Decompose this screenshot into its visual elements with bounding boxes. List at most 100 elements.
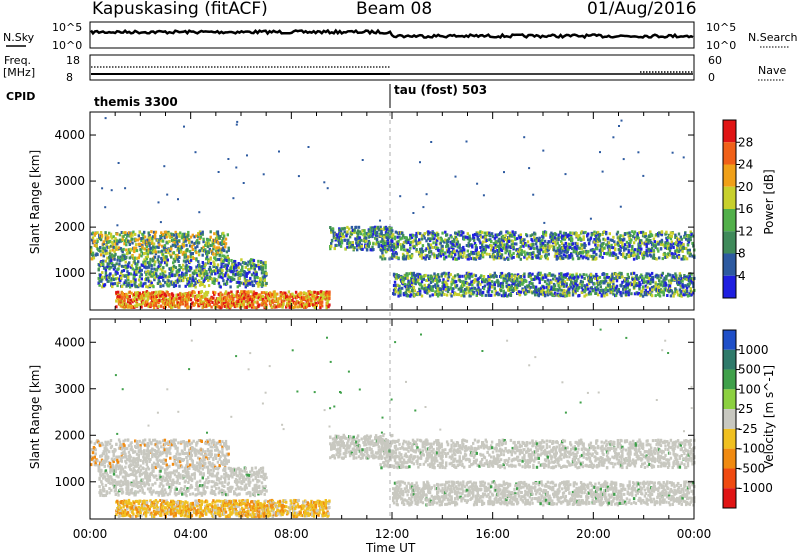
heatmap-cell	[504, 234, 506, 237]
heatmap-cell	[153, 263, 155, 266]
heatmap-cell	[463, 252, 465, 255]
heatmap-cell	[149, 258, 151, 261]
heatmap-cell	[681, 238, 683, 241]
heatmap-cell	[462, 255, 464, 258]
heatmap-cell	[232, 298, 234, 301]
heatmap-cell	[92, 252, 94, 255]
heatmap-cell	[361, 248, 363, 251]
heatmap-cell	[557, 242, 559, 245]
heatmap-cell	[185, 244, 187, 247]
heatmap-cell	[410, 293, 412, 296]
heatmap-cell	[634, 231, 636, 234]
heatmap-cell	[432, 246, 434, 249]
heatmap-cell	[332, 227, 334, 230]
heatmap-cell	[515, 243, 517, 246]
heatmap-cell	[208, 284, 210, 287]
heatmap-cell	[187, 255, 189, 258]
heatmap-cell	[459, 246, 461, 249]
heatmap-cell	[114, 253, 116, 256]
heatmap-cell	[138, 256, 140, 259]
heatmap-cell	[376, 234, 378, 237]
heatmap-cell	[179, 231, 181, 234]
heatmap-cell	[465, 292, 467, 295]
heatmap-cell	[368, 245, 370, 248]
heatmap-cell	[672, 232, 674, 235]
heatmap-cell	[174, 260, 176, 263]
heatmap-cell	[155, 291, 157, 294]
heatmap-cell	[110, 259, 112, 262]
heatmap-cell	[149, 261, 151, 264]
heatmap-cell	[172, 268, 174, 271]
heatmap-cell	[147, 298, 149, 301]
heatmap-cell	[175, 266, 177, 269]
heatmap-cell	[447, 244, 449, 247]
heatmap-cell	[227, 233, 229, 236]
heatmap-cell	[608, 245, 610, 248]
heatmap-cell	[150, 230, 152, 233]
heatmap-cell	[437, 233, 439, 236]
heatmap-cell	[426, 254, 428, 257]
heatmap-cell	[637, 256, 639, 259]
heatmap-cell	[510, 294, 512, 297]
heatmap-cell	[406, 277, 408, 280]
heatmap-cell	[187, 234, 189, 237]
heatmap-cell	[265, 272, 267, 275]
heatmap-cell	[141, 273, 143, 276]
heatmap-cell	[397, 245, 399, 248]
heatmap-cell	[438, 276, 440, 279]
heatmap-cell	[104, 231, 106, 234]
heatmap-cell	[193, 257, 195, 260]
heatmap-cell	[419, 241, 421, 244]
heatmap-cell	[429, 255, 431, 258]
heatmap-cell	[189, 274, 191, 277]
heatmap-cell	[630, 238, 632, 241]
heatmap-cell	[128, 261, 130, 264]
heatmap-cell	[495, 275, 497, 278]
heatmap-cell	[432, 293, 434, 296]
heatmap-cell	[563, 289, 565, 292]
heatmap-cell	[415, 239, 417, 242]
heatmap-cell	[483, 275, 485, 278]
heatmap-cell	[112, 243, 114, 246]
heatmap-cell	[555, 233, 557, 236]
heatmap-cell	[599, 234, 601, 237]
heatmap-cell	[391, 240, 393, 243]
heatmap-cell	[209, 266, 211, 269]
heatmap-cell	[164, 244, 166, 247]
heatmap-cell	[516, 237, 518, 240]
heatmap-cell	[403, 254, 405, 257]
heatmap-cell	[569, 231, 571, 234]
heatmap-cell	[144, 282, 146, 285]
heatmap-cell	[417, 279, 419, 282]
heatmap-cell	[504, 258, 506, 261]
heatmap-cell	[105, 260, 107, 263]
heatmap-cell	[441, 250, 443, 253]
heatmap-cell	[111, 285, 113, 288]
heatmap-cell	[448, 248, 450, 251]
heatmap-cell	[655, 258, 657, 261]
heatmap-cell	[554, 284, 556, 287]
heatmap-cell	[473, 252, 475, 255]
heatmap-cell	[182, 264, 184, 267]
heatmap-cell	[103, 240, 105, 243]
heatmap-cell	[137, 260, 139, 263]
heatmap-cell	[331, 239, 333, 242]
heatmap-cell	[508, 240, 510, 243]
heatmap-cell	[617, 231, 619, 234]
heatmap-cell	[328, 304, 330, 307]
heatmap-cell	[527, 240, 529, 243]
heatmap-cell	[640, 248, 642, 251]
heatmap-cell	[178, 279, 180, 282]
heatmap-cell	[280, 296, 282, 299]
heatmap-cell	[542, 247, 544, 250]
heatmap-cell	[348, 228, 350, 231]
heatmap-cell	[116, 262, 118, 265]
heatmap-cell	[528, 290, 530, 293]
heatmap-cell	[139, 231, 141, 234]
heatmap-cell	[224, 274, 226, 277]
heatmap-cell	[661, 231, 663, 234]
heatmap-cell	[444, 252, 446, 255]
heatmap-cell	[136, 249, 138, 252]
heatmap-cell	[687, 244, 689, 247]
heatmap-cell	[192, 276, 194, 279]
